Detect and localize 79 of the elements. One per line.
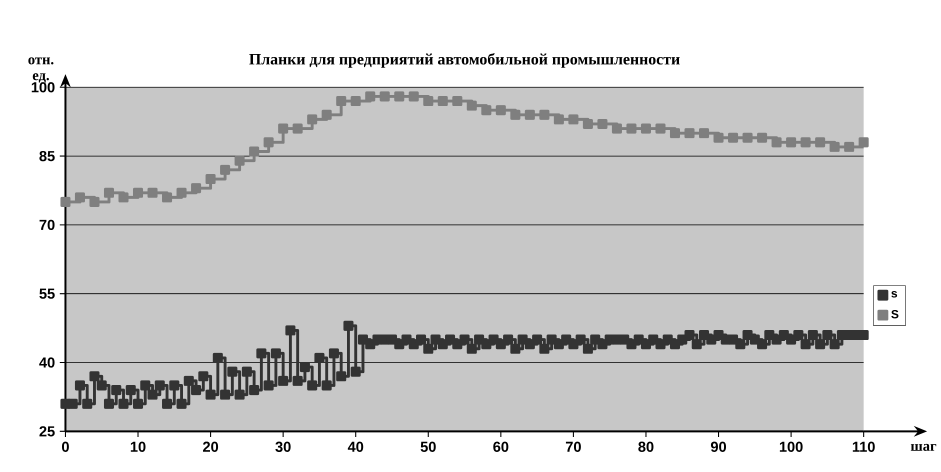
y-tick-label: 55 (39, 288, 55, 299)
legend-label: S (891, 310, 898, 318)
point (322, 110, 332, 120)
point (466, 100, 477, 111)
point (380, 91, 390, 102)
x-tick-label: 60 (493, 442, 508, 452)
point (162, 192, 172, 202)
point (728, 132, 738, 143)
legend-label: s (891, 291, 898, 298)
x-tick-label: 40 (348, 442, 364, 452)
point (74, 192, 85, 202)
point (365, 91, 376, 102)
point (582, 118, 593, 129)
point (786, 137, 796, 148)
point (597, 118, 608, 129)
point (176, 188, 187, 198)
point (757, 132, 768, 143)
point (104, 188, 114, 198)
point (524, 110, 535, 120)
point (568, 114, 578, 124)
point (481, 105, 492, 116)
point (772, 137, 782, 148)
x-axis-title: шаг (910, 444, 936, 451)
point (640, 124, 651, 134)
point (408, 91, 419, 102)
y-tick-label: 40 (39, 357, 55, 368)
point (60, 196, 70, 207)
point (539, 110, 550, 120)
point (698, 128, 710, 138)
point (278, 124, 288, 134)
point (423, 96, 434, 106)
point (438, 96, 448, 106)
point (496, 105, 506, 116)
point (452, 96, 462, 106)
point (89, 196, 100, 207)
point (612, 124, 622, 134)
y-tick-label: 100 (32, 82, 55, 92)
point (830, 142, 840, 152)
point (249, 146, 260, 157)
x-tick-label: 80 (638, 442, 654, 452)
point (800, 137, 811, 148)
point (336, 96, 346, 106)
y-tick-label: 85 (39, 150, 55, 162)
x-tick-label: 50 (420, 442, 436, 452)
x-tick-label: 90 (710, 442, 726, 452)
point (815, 137, 826, 148)
point (742, 132, 753, 143)
y-tick-label: 25 (39, 426, 55, 436)
point (350, 96, 361, 106)
point (858, 137, 869, 148)
point (264, 137, 274, 148)
x-tick-label: 10 (130, 442, 146, 452)
point (626, 124, 636, 134)
point (234, 156, 245, 166)
point (118, 192, 129, 202)
x-tick-label: 100 (780, 442, 803, 452)
chart-title: Планки для предприятий автомобильной промышленности (249, 53, 680, 68)
point (714, 132, 724, 143)
point (307, 114, 318, 124)
point (220, 164, 230, 175)
x-tick-label: 30 (275, 442, 291, 452)
point (206, 174, 216, 184)
y-tick-label: 70 (40, 220, 55, 230)
y-axis-title: отн. ед. (28, 57, 54, 83)
point (510, 110, 520, 120)
point (394, 91, 404, 102)
point (655, 124, 666, 134)
point (844, 142, 854, 152)
point (132, 188, 144, 198)
point (554, 114, 564, 124)
point (292, 124, 303, 134)
point (670, 128, 680, 138)
x-tick-label: 0 (62, 442, 69, 452)
point (684, 128, 695, 138)
point (148, 188, 158, 198)
x-tick-label: 20 (202, 442, 218, 452)
x-tick-label: 110 (852, 442, 875, 452)
x-tick-label: 70 (566, 442, 581, 452)
point (191, 183, 202, 194)
